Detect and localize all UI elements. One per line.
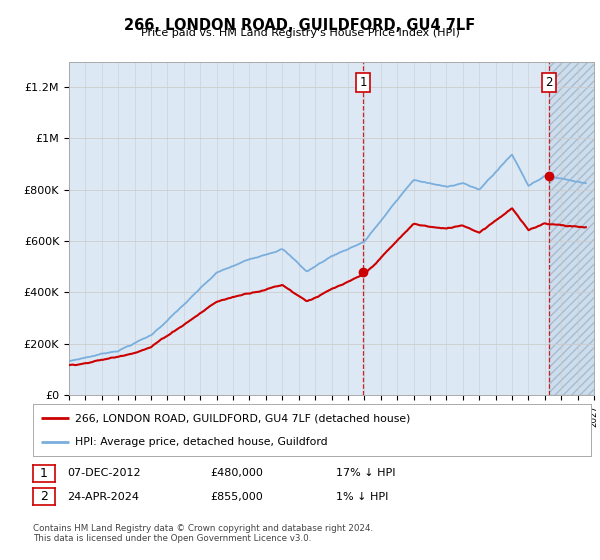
- Text: 24-APR-2024: 24-APR-2024: [67, 492, 139, 502]
- Bar: [549, 62, 600, 395]
- Text: 2: 2: [40, 490, 48, 503]
- Text: 17% ↓ HPI: 17% ↓ HPI: [336, 468, 395, 478]
- Text: Price paid vs. HM Land Registry's House Price Index (HPI): Price paid vs. HM Land Registry's House …: [140, 28, 460, 38]
- Text: 1% ↓ HPI: 1% ↓ HPI: [336, 492, 388, 502]
- Text: 1: 1: [40, 466, 48, 480]
- Text: Contains HM Land Registry data © Crown copyright and database right 2024.
This d: Contains HM Land Registry data © Crown c…: [33, 524, 373, 543]
- Text: 07-DEC-2012: 07-DEC-2012: [67, 468, 141, 478]
- Text: £480,000: £480,000: [210, 468, 263, 478]
- Text: HPI: Average price, detached house, Guildford: HPI: Average price, detached house, Guil…: [75, 437, 328, 447]
- Text: 266, LONDON ROAD, GUILDFORD, GU4 7LF (detached house): 266, LONDON ROAD, GUILDFORD, GU4 7LF (de…: [75, 413, 410, 423]
- Text: 2: 2: [545, 76, 553, 88]
- Text: 266, LONDON ROAD, GUILDFORD, GU4 7LF: 266, LONDON ROAD, GUILDFORD, GU4 7LF: [124, 18, 476, 33]
- Text: £855,000: £855,000: [210, 492, 263, 502]
- Text: 1: 1: [359, 76, 367, 88]
